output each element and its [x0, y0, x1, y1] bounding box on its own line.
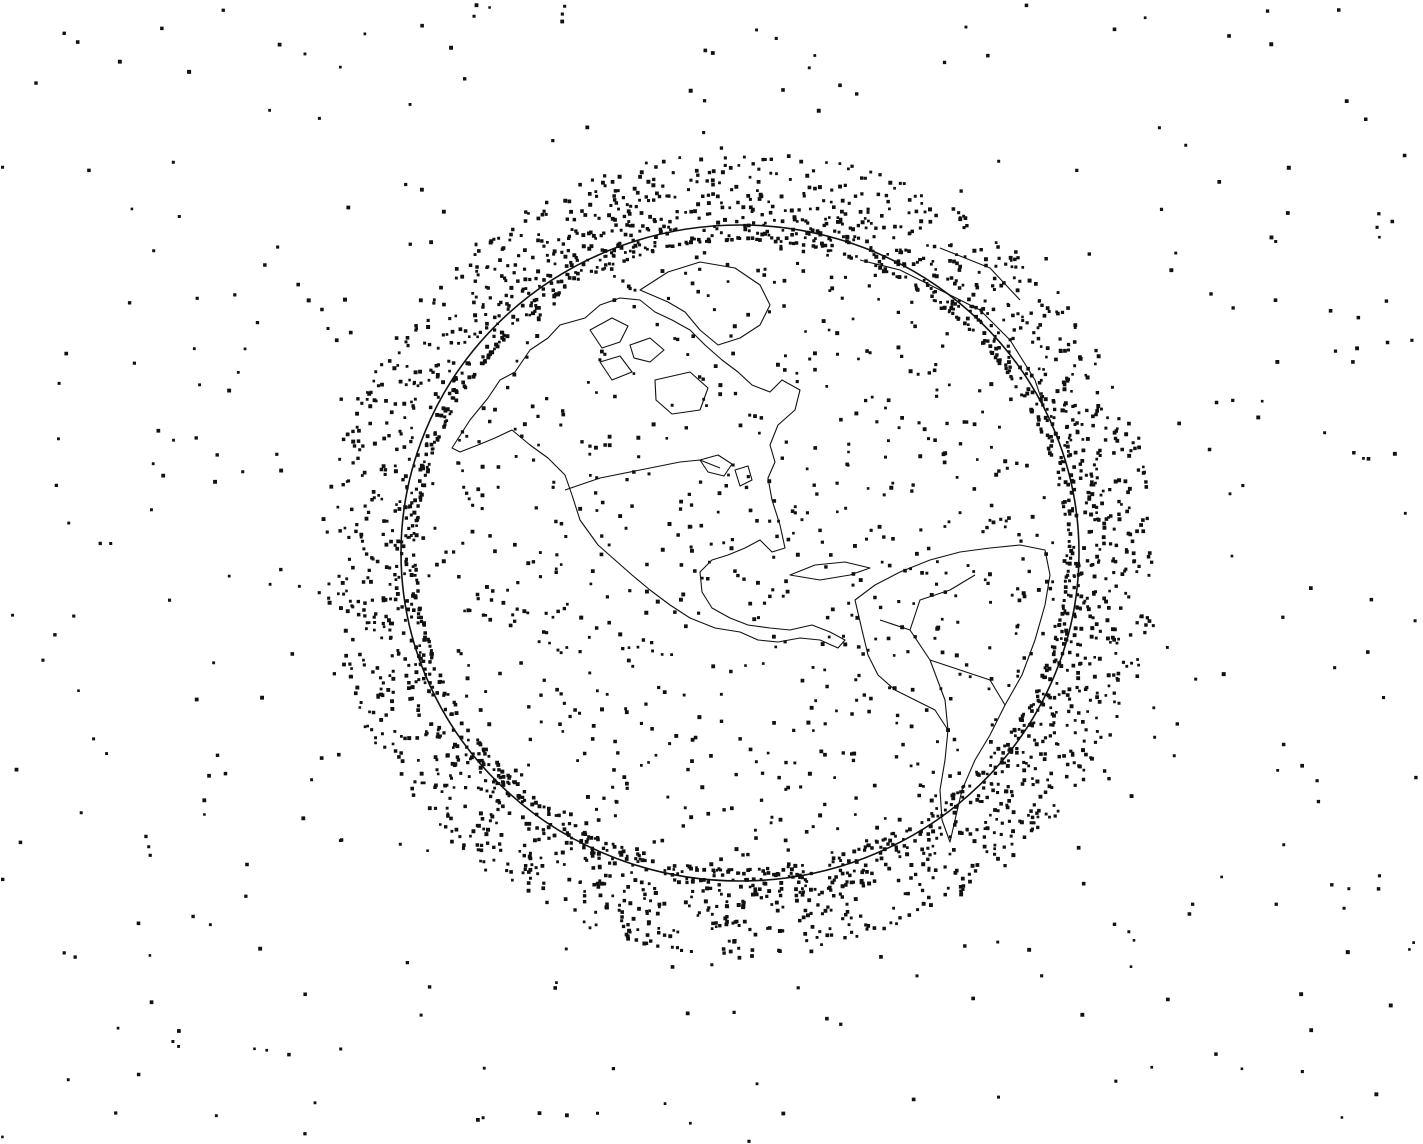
- greenland: [639, 261, 771, 346]
- great-lakes: [699, 454, 753, 487]
- sa-borders: [879, 574, 1006, 731]
- arctic-islands: [589, 317, 709, 415]
- north-america: [451, 297, 846, 649]
- canada-border: [564, 459, 721, 491]
- cuba: [789, 561, 871, 581]
- south-america: [854, 544, 1051, 843]
